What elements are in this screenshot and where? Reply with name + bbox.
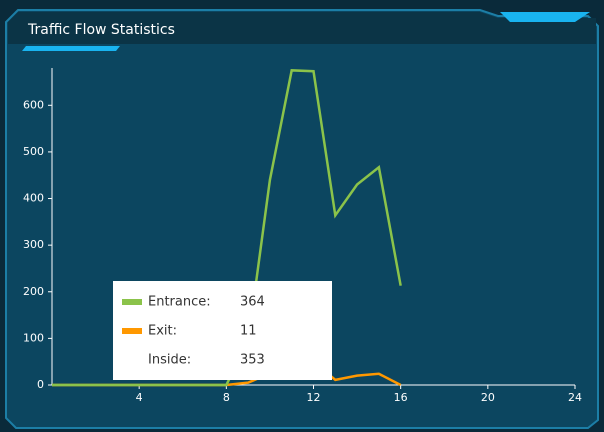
x-tick-label: 8	[223, 391, 230, 404]
title-underline	[22, 46, 120, 51]
tooltip-swatch	[122, 328, 142, 334]
y-tick-label: 100	[23, 331, 44, 344]
tooltip-label: Exit:	[148, 324, 177, 339]
tooltip-value: 364	[240, 295, 265, 310]
series-line	[52, 69, 402, 387]
y-tick-label: 500	[23, 145, 44, 158]
tooltip-value: 11	[240, 324, 257, 339]
chart-title: Traffic Flow Statistics	[27, 22, 175, 38]
x-tick-label: 20	[481, 391, 495, 404]
y-tick-label: 0	[37, 378, 44, 391]
x-tick-label: 12	[307, 391, 321, 404]
tooltip-label: Entrance:	[148, 295, 211, 310]
tooltip-swatch	[122, 299, 142, 305]
x-tick-label: 24	[568, 391, 582, 404]
corner-deco	[500, 12, 590, 22]
x-tick-label: 4	[136, 391, 143, 404]
tooltip	[113, 281, 332, 380]
x-tick-label: 16	[394, 391, 408, 404]
y-tick-label: 400	[23, 192, 44, 205]
y-tick-label: 600	[23, 98, 44, 111]
title-bar	[8, 12, 596, 44]
tooltip-value: 353	[240, 353, 265, 368]
y-tick-label: 300	[23, 238, 44, 251]
y-tick-label: 200	[23, 285, 44, 298]
tooltip-label: Inside:	[148, 353, 191, 368]
